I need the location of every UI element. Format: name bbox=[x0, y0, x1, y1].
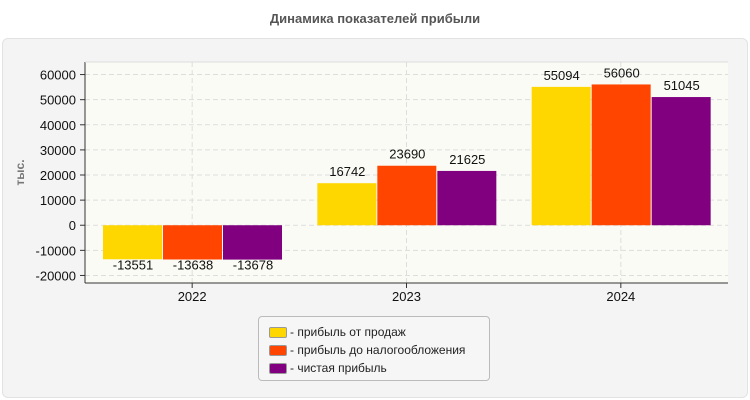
legend: - прибыль от продаж - прибыль до налогоо… bbox=[258, 316, 490, 381]
bar bbox=[223, 225, 282, 260]
x-tick-label: 2023 bbox=[392, 289, 421, 304]
bar bbox=[103, 225, 162, 260]
legend-swatch bbox=[269, 362, 287, 374]
y-tick-label: 20000 bbox=[40, 168, 76, 183]
bar bbox=[437, 170, 497, 226]
data-label: 21625 bbox=[449, 152, 485, 167]
bar bbox=[317, 183, 377, 226]
y-tick-label: -10000 bbox=[36, 243, 76, 258]
bar bbox=[651, 97, 711, 226]
data-label: -13678 bbox=[233, 258, 273, 273]
legend-item: - чистая прибыль bbox=[259, 359, 489, 377]
y-axis-label: тыс. bbox=[13, 159, 27, 185]
y-tick-label: 10000 bbox=[40, 193, 76, 208]
legend-item: - прибыль до налогообложения bbox=[259, 341, 489, 359]
y-tick-label: 50000 bbox=[40, 93, 76, 108]
data-label: 56060 bbox=[604, 65, 640, 80]
data-label: 23690 bbox=[389, 147, 425, 162]
chart-title: Динамика показателей прибыли bbox=[269, 11, 481, 26]
legend-label: - прибыль от продаж bbox=[290, 325, 406, 339]
legend-swatch bbox=[269, 326, 287, 338]
y-tick-label: 0 bbox=[69, 218, 76, 233]
data-label: -13638 bbox=[173, 257, 213, 272]
data-label: 51045 bbox=[664, 78, 700, 93]
y-tick-label: 60000 bbox=[40, 68, 76, 83]
data-label: 55094 bbox=[544, 68, 580, 83]
data-label: 16742 bbox=[329, 164, 365, 179]
legend-swatch bbox=[269, 344, 287, 356]
x-tick-label: 2022 bbox=[178, 289, 207, 304]
bar bbox=[163, 225, 222, 260]
bar bbox=[591, 84, 651, 226]
y-tick-label: 40000 bbox=[40, 118, 76, 133]
y-tick-label: -20000 bbox=[36, 268, 76, 283]
legend-label: - чистая прибыль bbox=[290, 361, 387, 375]
bar bbox=[531, 86, 591, 226]
y-tick-label: 30000 bbox=[40, 143, 76, 158]
legend-label: - прибыль до налогообложения bbox=[290, 343, 466, 357]
legend-item: - прибыль от продаж bbox=[259, 323, 489, 341]
x-tick-label: 2024 bbox=[606, 289, 635, 304]
bar bbox=[377, 165, 437, 226]
data-label: -13551 bbox=[113, 257, 153, 272]
